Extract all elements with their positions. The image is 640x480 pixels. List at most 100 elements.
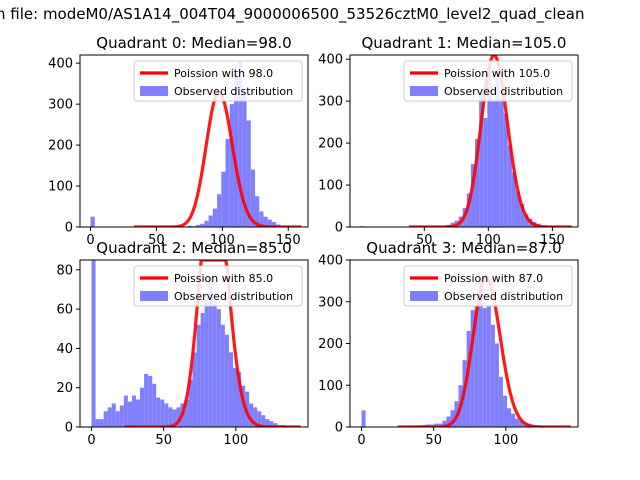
histogram-bar — [263, 216, 268, 227]
y-tick-label: 0 — [65, 221, 73, 236]
subplot-title: Quadrant 0: Median=98.0 — [96, 34, 291, 52]
histogram-bar — [204, 295, 209, 427]
legend: Poission with 87.0 Observed distribution — [403, 265, 573, 307]
y-tick-label: 80 — [56, 263, 73, 278]
histogram-bar — [511, 413, 516, 427]
x-tick-label: 150 — [540, 233, 565, 248]
histogram-bar — [261, 415, 266, 427]
y-tick-label: 0 — [65, 421, 73, 436]
histogram-bar — [164, 403, 169, 427]
x-tick-label: 0 — [86, 233, 94, 248]
histogram-bar — [257, 411, 262, 427]
legend-box — [403, 60, 573, 102]
histogram-bar — [103, 411, 108, 427]
histogram-bar — [160, 399, 165, 427]
legend-entry-poisson: Poission with 85.0 — [174, 272, 273, 285]
histogram-bar — [498, 376, 503, 427]
histogram-bar — [242, 91, 247, 227]
histogram-bar — [140, 387, 145, 427]
histogram-bar — [361, 410, 366, 427]
legend-box — [403, 265, 573, 307]
histogram-bar — [450, 410, 455, 427]
histogram-bar — [168, 407, 173, 427]
histogram-bar — [499, 96, 504, 227]
histogram-bar — [267, 219, 272, 227]
legend-bar-swatch — [140, 291, 168, 301]
histogram-bar — [486, 305, 491, 427]
histogram-bar — [238, 61, 243, 227]
y-tick-label: 200 — [48, 139, 73, 154]
y-tick-label: 100 — [318, 379, 343, 394]
histogram-bar — [516, 191, 521, 227]
histogram-bar — [259, 211, 264, 227]
histogram-bar — [470, 164, 476, 227]
histogram-bar — [233, 73, 239, 227]
x-tick-label: 50 — [148, 233, 165, 248]
subplot-quadrant-2: 0 50 100 0 20 40 60 80 Quadrant 2: Median=85.0 Po… — [56, 239, 309, 448]
x-tick-label: 0 — [87, 433, 95, 448]
histogram-bar — [232, 368, 238, 427]
legend-entry-observed: Observed distribution — [444, 85, 563, 98]
y-tick-label: 60 — [56, 303, 73, 318]
histogram-bar — [466, 193, 471, 227]
legend-bar-swatch — [140, 86, 168, 96]
legend-box — [133, 60, 303, 102]
x-tick-label: 150 — [276, 233, 301, 248]
legend-entry-poisson: Poission with 98.0 — [174, 67, 273, 80]
histogram-bar — [172, 409, 177, 427]
histogram-bar — [131, 395, 136, 427]
subplot-quadrant-3: 0 50 100 0 100 200 300 400 Quadrant 3: Median=87… — [318, 239, 579, 448]
histogram-bar — [482, 308, 487, 427]
axes-frame — [79, 259, 309, 428]
histogram-bar — [446, 416, 451, 427]
y-tick-label: 100 — [318, 179, 343, 194]
histogram-bar — [144, 373, 149, 427]
histogram-bar — [249, 403, 254, 427]
legend-entry-observed: Observed distribution — [444, 290, 563, 303]
x-tick-label: 100 — [223, 433, 248, 448]
y-tick-label: 0 — [335, 221, 343, 236]
histogram-bar — [188, 379, 193, 427]
histogram-bar — [135, 399, 141, 427]
x-tick-label: 50 — [425, 433, 442, 448]
histogram-bar — [502, 395, 508, 427]
legend: Poission with 85.0 Observed distribution — [133, 265, 303, 307]
histogram-bar — [196, 324, 201, 427]
legend: Poission with 98.0 Observed distribution — [133, 60, 303, 102]
figure-suptitle: n file: modeM0/AS1A14_004T04_9000006500_… — [0, 5, 585, 23]
histogram-bar — [217, 194, 222, 227]
y-tick-label: 20 — [56, 381, 73, 396]
histogram-bar — [273, 423, 278, 427]
histogram-bar — [475, 138, 480, 227]
y-tick-label: 200 — [318, 137, 343, 152]
histogram-bar — [507, 145, 512, 227]
histogram-bar — [95, 419, 100, 427]
histogram-bar — [228, 352, 233, 427]
histogram-bar — [474, 305, 479, 427]
legend: Poission with 105.0 Observed distribution — [403, 60, 573, 102]
y-tick-label: 400 — [318, 53, 343, 68]
axes-frame — [349, 54, 579, 228]
histogram-bar — [148, 375, 153, 427]
histogram-bar — [212, 301, 217, 427]
histogram-bar — [123, 395, 128, 427]
histogram-bar — [111, 403, 116, 427]
legend-bar-swatch — [410, 86, 438, 96]
histogram-bar — [224, 334, 229, 427]
histogram-bar — [519, 420, 524, 427]
histogram-bar — [241, 385, 246, 427]
legend-entry-observed: Observed distribution — [174, 290, 293, 303]
histogram-bar — [503, 113, 508, 227]
histogram-bar — [152, 383, 157, 427]
histogram-bar — [520, 203, 525, 227]
histogram-bar — [99, 419, 104, 427]
histogram-bar — [255, 196, 260, 227]
x-tick-label: 100 — [476, 233, 501, 248]
y-tick-label: 40 — [56, 342, 73, 357]
histogram-bar — [127, 401, 132, 427]
histogram-bar — [208, 215, 213, 227]
histogram-bar — [195, 224, 201, 227]
histogram-bar — [269, 421, 274, 427]
histogram-bar — [246, 120, 251, 227]
x-tick-label: 50 — [416, 233, 433, 248]
